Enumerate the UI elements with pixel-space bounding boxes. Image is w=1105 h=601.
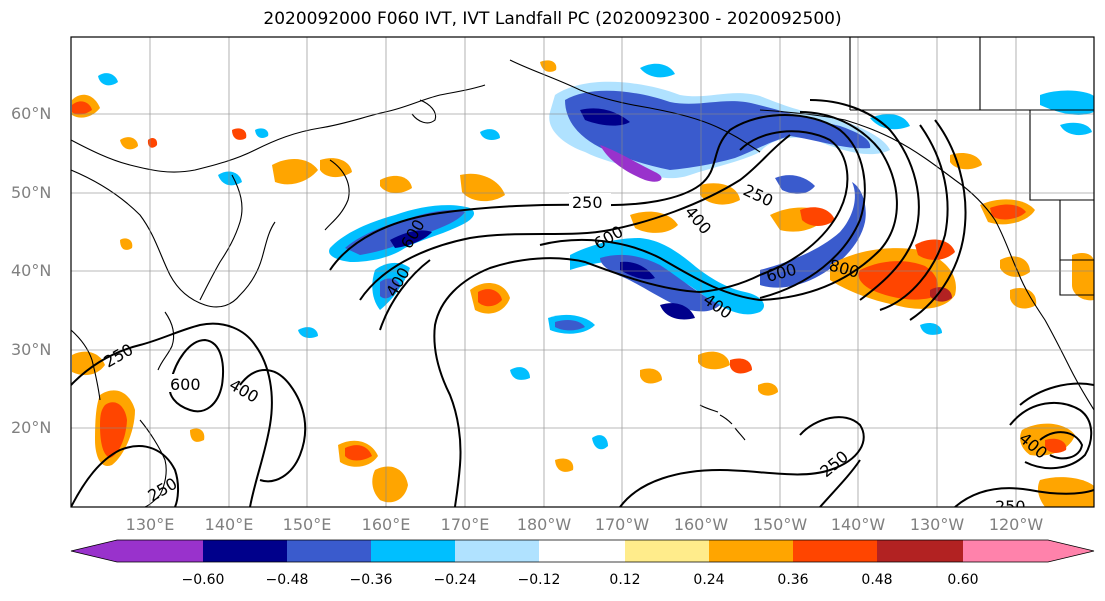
colorbar-segment	[709, 540, 793, 562]
colorbar-tick-label: −0.36	[349, 572, 393, 588]
colorbar-tick-label: 0.36	[777, 572, 809, 588]
colorbar-segment	[203, 540, 287, 562]
colorbar-segment	[539, 540, 625, 562]
latitude-label: 50°N	[11, 183, 52, 202]
colorbar-tick-label: −0.60	[181, 572, 225, 588]
map-title: 2020092000 F060 IVT, IVT Landfall PC (20…	[263, 9, 842, 29]
colorbar-tick-label: −0.24	[433, 572, 477, 588]
longitude-label: 170°W	[594, 515, 650, 534]
longitude-label: 160°W	[673, 515, 729, 534]
latitude-label: 40°N	[11, 261, 52, 280]
longitude-label: 140°E	[204, 515, 254, 534]
colorbar-segment	[371, 540, 455, 562]
contour-label: 250	[572, 193, 603, 212]
ivt-contours	[71, 99, 1094, 507]
colorbar-segment	[963, 540, 1048, 562]
longitude-label: 150°E	[282, 515, 332, 534]
colorbar-tick-label: 0.48	[861, 572, 893, 588]
longitude-label: 160°E	[361, 515, 411, 534]
longitude-label: 150°W	[752, 515, 808, 534]
colorbar-segment	[455, 540, 539, 562]
colorbar-tick-label: 0.24	[693, 572, 725, 588]
contour-label: 250	[995, 497, 1026, 516]
contour-label: 600	[170, 375, 201, 394]
colorbar-segment	[71, 540, 117, 562]
latitude-label: 30°N	[11, 340, 52, 359]
longitude-label: 130°E	[125, 515, 175, 534]
colorbar-segment	[625, 540, 709, 562]
longitude-label: 140°W	[830, 515, 886, 534]
colorbar-tick-label: −0.48	[265, 572, 309, 588]
colorbar-tick-label: −0.12	[517, 572, 561, 588]
longitude-label: 170°E	[440, 515, 490, 534]
colorbar-tick-label: 0.12	[609, 572, 641, 588]
colorbar-segment	[117, 540, 203, 562]
latitude-label: 60°N	[11, 104, 52, 123]
latitude-label: 20°N	[11, 418, 52, 437]
colorbar-segment	[1048, 540, 1094, 562]
colorbar-tick-label: 0.60	[947, 572, 979, 588]
coastlines	[71, 37, 1094, 507]
colorbar	[70, 539, 1095, 563]
pc-shading	[72, 60, 1094, 507]
colorbar-segment	[877, 540, 963, 562]
colorbar-segment	[793, 540, 877, 562]
map-frame	[70, 36, 1095, 508]
longitude-label: 130°W	[909, 515, 965, 534]
colorbar-segment	[287, 540, 371, 562]
longitude-label: 180°W	[516, 515, 572, 534]
longitude-label: 120°W	[988, 515, 1044, 534]
